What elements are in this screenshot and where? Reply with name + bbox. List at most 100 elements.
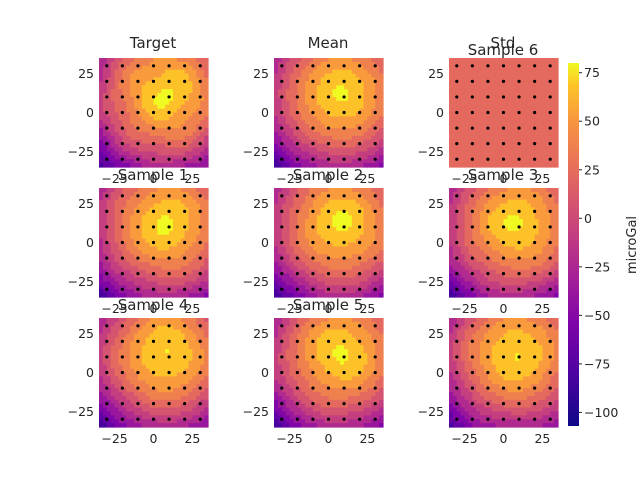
contour-cell <box>114 230 120 236</box>
contour-cell <box>340 81 345 86</box>
contour-cell <box>363 124 369 129</box>
contour-cell <box>526 203 532 209</box>
contour-cell <box>114 293 120 298</box>
contour-cell <box>515 246 520 251</box>
contour-cell <box>542 273 547 279</box>
contour-cell <box>503 277 508 283</box>
contour-cell <box>324 143 330 149</box>
contour-cell <box>312 81 318 86</box>
contour-cell <box>122 191 127 197</box>
contour-cell <box>165 112 170 117</box>
contour-cell <box>285 234 291 240</box>
contour-cell <box>130 226 135 232</box>
contour-cell <box>538 215 544 220</box>
station-marker <box>342 272 346 276</box>
contour-cell <box>526 69 532 75</box>
contour-cell <box>367 215 372 220</box>
contour-cell <box>106 250 112 255</box>
contour-cell <box>468 104 473 110</box>
contour-cell <box>526 163 532 168</box>
station-marker <box>151 95 156 99</box>
contour-cell <box>161 116 166 121</box>
contour-cell <box>371 285 376 290</box>
contour-cell <box>359 163 365 168</box>
contour-cell <box>204 120 209 125</box>
contour-cell <box>122 211 127 216</box>
contour-cell <box>184 159 190 164</box>
contour-cell <box>515 77 520 82</box>
contour-cell <box>102 69 108 75</box>
contour-cell <box>379 238 384 244</box>
contour-cell <box>320 128 326 133</box>
contour-cell <box>530 69 536 75</box>
contour-cell <box>126 191 131 197</box>
contour-cell <box>511 93 516 98</box>
contour-cell <box>301 265 306 271</box>
contour-cell <box>328 277 333 283</box>
contour-cell <box>118 135 123 141</box>
contour-cell <box>499 81 505 86</box>
contour-cell <box>554 273 559 279</box>
contour-cell <box>176 65 182 71</box>
contour-cell <box>277 135 283 141</box>
contour-cell <box>188 246 194 251</box>
contour-cell <box>165 89 170 94</box>
contour-cell <box>468 85 473 90</box>
contour-cell <box>359 281 365 286</box>
contour-cell <box>347 191 353 197</box>
contour-cell <box>371 120 376 125</box>
contour-cell <box>106 273 112 279</box>
contour-cell <box>550 261 555 267</box>
contour-cell <box>371 246 376 251</box>
contour-cell <box>363 159 369 164</box>
contour-cell <box>503 261 508 267</box>
contour-cell <box>188 73 194 79</box>
contour-cell <box>328 108 333 114</box>
contour-cell <box>149 128 155 133</box>
contour-cell <box>289 230 295 236</box>
contour-cell <box>449 89 454 94</box>
contour-cell <box>332 128 337 133</box>
contour-cell <box>157 261 162 267</box>
contour-cell <box>526 230 532 236</box>
contour-cell <box>542 81 547 86</box>
station-marker <box>198 95 202 99</box>
contour-cell <box>340 242 345 247</box>
contour-cell <box>464 85 470 90</box>
contour-cell <box>472 281 477 286</box>
contour-cell <box>499 265 505 271</box>
contour-cell <box>204 242 209 247</box>
contour-cell <box>153 261 158 267</box>
contour-cell <box>511 139 516 145</box>
contour-cell <box>363 293 369 298</box>
contour-cell <box>110 223 116 228</box>
contour-cell <box>554 199 559 205</box>
contour-cell <box>126 261 131 267</box>
contour-cell <box>130 199 135 205</box>
contour-cell <box>511 223 516 228</box>
contour-cell <box>106 139 112 145</box>
contour-cell <box>526 195 532 201</box>
contour-cell <box>371 65 376 71</box>
contour-cell <box>480 65 485 71</box>
contour-cell <box>472 128 477 133</box>
contour-cell <box>328 61 333 67</box>
contour-cell <box>347 234 353 240</box>
contour-cell <box>196 234 201 240</box>
contour-cell <box>530 219 536 224</box>
station-marker <box>198 142 202 146</box>
station-marker <box>517 142 521 146</box>
contour-cell <box>118 254 123 259</box>
contour-cell <box>305 139 310 145</box>
station-marker <box>470 126 474 130</box>
contour-cell <box>157 203 162 209</box>
contour-cell <box>130 188 135 193</box>
x-tick-label: −25 <box>101 301 127 316</box>
y-tick-label: −25 <box>418 144 444 159</box>
contour-cell <box>546 120 551 125</box>
contour-cell <box>456 269 462 275</box>
contour-cell <box>192 226 197 232</box>
station-marker <box>311 287 315 291</box>
contour-cell <box>452 147 458 153</box>
